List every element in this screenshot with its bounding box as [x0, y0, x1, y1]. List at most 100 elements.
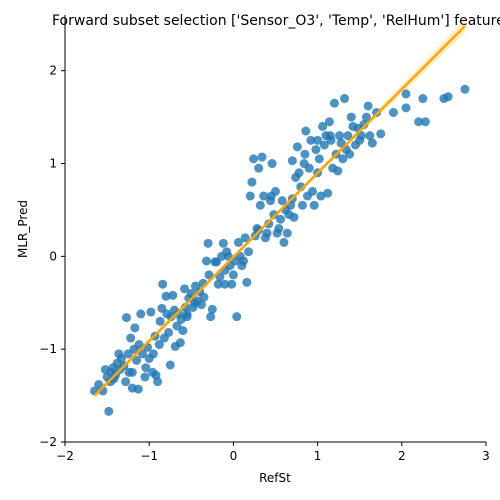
data-point — [245, 191, 255, 201]
data-point — [244, 247, 254, 257]
data-point — [178, 326, 188, 336]
data-point — [359, 120, 369, 130]
data-point — [365, 131, 375, 141]
data-point — [132, 355, 142, 365]
data-point — [207, 304, 217, 314]
data-point — [165, 360, 175, 370]
data-point — [201, 256, 211, 266]
data-point — [401, 89, 411, 99]
data-point — [297, 200, 307, 210]
data-point — [336, 138, 346, 148]
data-point — [259, 191, 269, 201]
data-point — [319, 140, 329, 150]
data-point — [289, 212, 299, 222]
x-tick-label: −1 — [140, 449, 158, 463]
data-point — [420, 117, 430, 127]
data-point — [287, 156, 297, 166]
data-point — [292, 142, 302, 152]
data-point — [199, 292, 209, 302]
data-point — [228, 270, 238, 280]
data-point — [218, 238, 228, 248]
data-point — [182, 309, 192, 319]
x-axis-label: RefSt — [259, 471, 291, 485]
data-point — [267, 159, 277, 169]
data-point — [306, 135, 316, 145]
data-point — [314, 154, 324, 164]
data-point — [343, 131, 353, 141]
data-point — [247, 177, 257, 187]
data-point — [121, 377, 131, 387]
y-tick-label: 1 — [49, 157, 57, 171]
data-point — [249, 154, 259, 164]
data-point — [215, 272, 225, 282]
data-point — [161, 291, 171, 301]
chart-title: Forward subset selection ['Sensor_O3', '… — [52, 13, 500, 29]
data-point — [203, 238, 213, 248]
data-point — [154, 340, 164, 350]
data-point — [266, 191, 276, 201]
data-point — [316, 191, 326, 201]
regression-line-layer — [93, 25, 466, 397]
data-point — [363, 101, 373, 111]
data-point — [345, 149, 355, 159]
data-point — [121, 313, 131, 323]
data-point — [324, 117, 334, 127]
x-ticks: −2 −1 0 1 2 3 — [56, 442, 490, 463]
regression-line — [93, 25, 466, 397]
data-point — [376, 129, 386, 139]
data-point — [133, 384, 143, 394]
data-point — [460, 84, 470, 94]
data-point — [146, 307, 156, 317]
data-point — [130, 323, 140, 333]
data-point — [274, 224, 284, 233]
data-point — [329, 98, 339, 108]
data-point — [304, 163, 314, 173]
y-tick-label: −2 — [39, 435, 57, 449]
data-point — [232, 312, 242, 322]
data-point — [340, 94, 350, 104]
data-point — [254, 163, 264, 173]
x-tick-label: 1 — [314, 449, 322, 463]
data-point — [309, 200, 319, 210]
data-point — [333, 166, 343, 176]
y-tick-label: 0 — [49, 249, 57, 263]
x-tick-label: 0 — [230, 449, 238, 463]
data-point — [323, 188, 333, 198]
data-point — [443, 92, 453, 102]
data-point — [158, 279, 168, 289]
points-layer — [89, 84, 470, 416]
data-point — [401, 103, 411, 113]
data-point — [257, 152, 267, 162]
data-point — [418, 94, 428, 104]
data-point — [141, 363, 151, 373]
data-point — [334, 131, 344, 141]
data-point — [140, 372, 150, 382]
data-point — [227, 279, 237, 289]
data-point — [204, 270, 214, 280]
x-tick-label: 2 — [398, 449, 406, 463]
data-point — [127, 367, 137, 377]
data-point — [325, 131, 335, 141]
data-point — [346, 112, 356, 122]
data-point — [264, 219, 274, 229]
data-point — [233, 237, 243, 247]
data-point — [388, 107, 398, 117]
data-point — [294, 168, 304, 178]
data-point — [313, 135, 323, 145]
y-axis-label: MLR_Pred — [16, 200, 30, 258]
data-point — [116, 353, 126, 363]
data-point — [242, 277, 252, 287]
data-point — [300, 149, 310, 159]
data-point — [318, 121, 328, 131]
data-point — [180, 284, 190, 294]
data-point — [367, 138, 377, 148]
data-point — [126, 333, 136, 343]
data-point — [220, 279, 230, 289]
data-point — [148, 349, 158, 359]
data-point — [277, 196, 287, 206]
data-point — [276, 214, 286, 224]
data-point — [301, 126, 311, 136]
data-point — [279, 237, 289, 247]
y-ticks: −2 −1 0 1 2 — [39, 64, 65, 449]
